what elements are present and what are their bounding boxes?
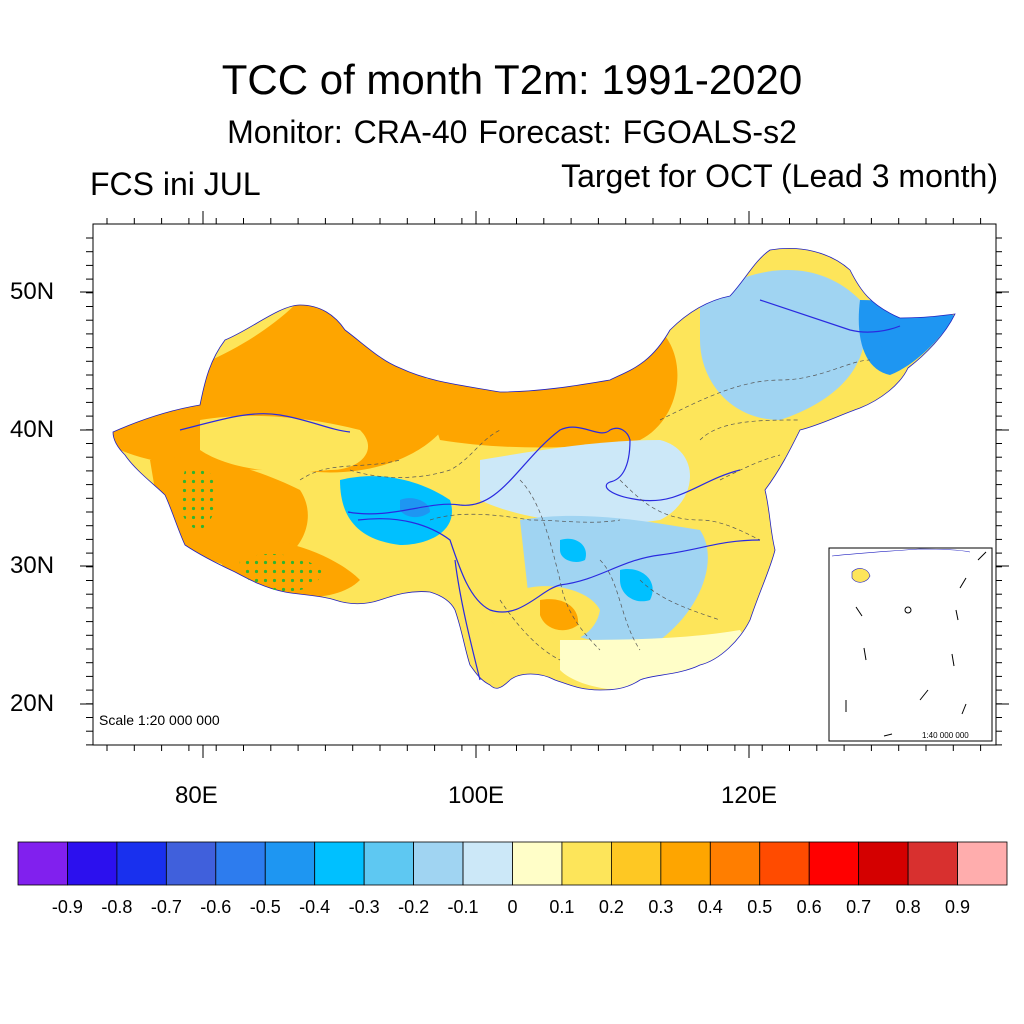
tcc-region <box>700 270 866 420</box>
colorbar-label: 0.9 <box>945 897 971 917</box>
colorbar-label: -0.9 <box>51 897 83 917</box>
tcc-region <box>480 440 690 524</box>
colorbar-swatch <box>116 841 167 886</box>
colorbar-label: 0.3 <box>648 897 674 917</box>
colorbar-label: -0.8 <box>101 897 133 917</box>
colorbar-swatch <box>413 841 464 886</box>
colorbar-label: 0 <box>507 897 518 917</box>
lon-tick-label: 100E <box>448 782 505 809</box>
colorbar-label: -0.6 <box>200 897 232 917</box>
lat-tick-label: 40N <box>10 416 55 443</box>
province-borders <box>299 359 871 661</box>
colorbar-label: 0.2 <box>598 897 624 917</box>
yellow-river <box>347 426 741 515</box>
colorbar-swatch <box>512 841 563 886</box>
colorbar-label: 0.5 <box>747 897 773 917</box>
tcc-region <box>560 538 586 562</box>
init-label: FCS ini JUL <box>90 166 261 202</box>
inset-scale-note: 1:40 000 000 <box>922 731 969 740</box>
lat-tick-label: 50N <box>10 278 55 305</box>
tcc-region <box>200 415 369 472</box>
colorbar-swatch <box>907 841 958 886</box>
colorbar-label: 0.4 <box>697 897 723 917</box>
colorbar-label: 0.8 <box>895 897 921 917</box>
colorbar-swatch <box>759 841 810 886</box>
colorbar-swatch <box>314 841 365 886</box>
colorbar-swatch <box>363 841 414 886</box>
colorbar-swatch <box>462 841 513 886</box>
colorbar-label: -0.5 <box>249 897 281 917</box>
axis-ticks <box>80 211 1009 758</box>
colorbar-label: 0.6 <box>796 897 822 917</box>
lat-tick-label: 30N <box>10 552 55 579</box>
songhua-river <box>759 299 901 333</box>
colorbar-swatch <box>17 841 68 886</box>
tcc-region <box>340 476 452 545</box>
colorbar-label: -0.2 <box>398 897 430 917</box>
lat-tick-label: 20N <box>10 690 55 717</box>
yangtze-river <box>357 518 761 613</box>
colorbar-swatch <box>858 841 909 886</box>
colorbar-swatch <box>215 841 266 886</box>
colorbar-swatch <box>957 841 1008 886</box>
colorbar-swatch <box>561 841 612 886</box>
tcc-region <box>620 569 653 602</box>
lon-tick-label: 80E <box>175 782 218 809</box>
colorbar-swatch <box>264 841 316 886</box>
tcc-region <box>400 498 430 518</box>
significance-dots <box>179 466 322 592</box>
scale-note: Scale 1:20 000 000 <box>99 712 220 728</box>
chart-title: TCC of month T2m: 1991-2020 <box>221 56 803 103</box>
colorbar-label: -0.1 <box>447 897 479 917</box>
colorbar-label: -0.3 <box>348 897 380 917</box>
colorbar-swatch <box>660 841 711 886</box>
colorbar-label: 0.7 <box>846 897 872 917</box>
colorbar-label: 0.1 <box>549 897 575 917</box>
south-china-sea-inset <box>828 547 993 742</box>
colorbar-swatch <box>67 841 118 886</box>
colorbar-label: -0.7 <box>150 897 182 917</box>
colorbar <box>17 841 1008 886</box>
colorbar-swatch <box>165 841 217 886</box>
rivers <box>179 299 901 681</box>
tarim-river <box>179 413 351 433</box>
colorbar-swatch <box>709 841 761 886</box>
colorbar-label: -0.4 <box>299 897 331 917</box>
lon-tick-label: 120E <box>721 782 778 809</box>
chart-subtitle: Monitor: CRA-40 Forecast: FGOALS-s2 <box>227 114 797 150</box>
china-border <box>112 248 956 691</box>
tcc-region <box>540 599 579 631</box>
colorbar-swatch <box>808 841 860 886</box>
mekong-river <box>454 559 481 681</box>
colorbar-swatch <box>611 841 662 886</box>
target-label: Target for OCT (Lead 3 month) <box>561 158 998 194</box>
